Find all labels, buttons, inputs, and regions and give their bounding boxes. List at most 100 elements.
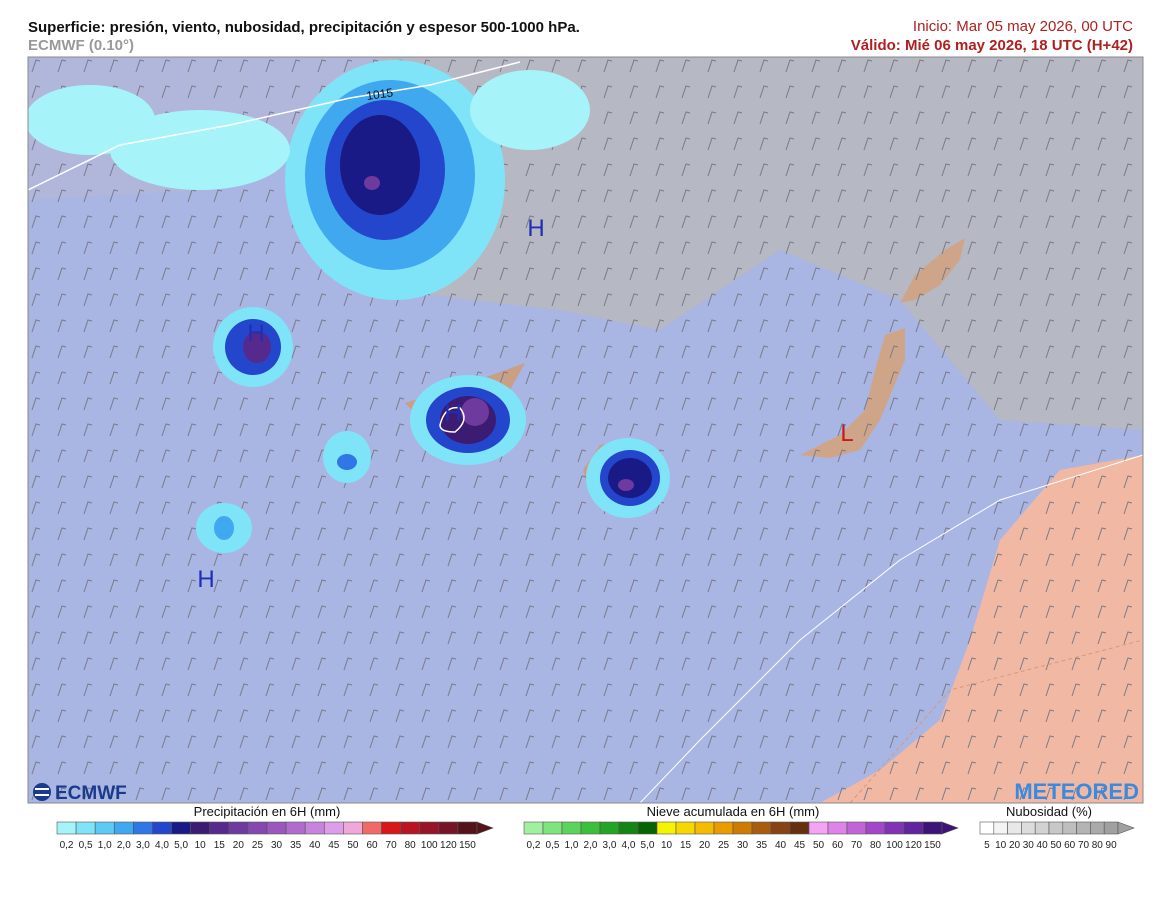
legend-label: 15 [680,840,692,851]
pressure-center: H [527,215,544,242]
map-title: Superficie: presión, viento, nubosidad, … [28,19,580,36]
legend-swatch [979,821,995,835]
legends: Precipitación en 6H (mm) 0,2 0,5 1,0 2,0 3,0 4… [56,804,1135,851]
legend-label: 0,2 [527,840,541,851]
legend-label: 40 [775,840,787,851]
legend-label: 5 [984,840,990,851]
legend-swatch [133,821,153,835]
legend-label: 80 [405,840,417,851]
legend-label: 20 [699,840,711,851]
legend-label: 3,0 [136,840,150,851]
legend-swatch [228,821,249,835]
legend-swatch [599,821,620,835]
legend-swatch [1103,821,1119,835]
logo-text: ECMWF [55,783,127,804]
precipitation [28,60,670,553]
pressure-center: L [840,420,853,447]
model-name: ECMWF (0.10°) [28,37,134,54]
isobar [639,454,1143,803]
legend-swatch [561,821,582,835]
legend-swatch [903,821,924,835]
legend-label: 150 [459,840,476,851]
legend-swatch [304,821,325,835]
legend-label: 25 [252,840,264,851]
legend-swatch [381,821,401,835]
legend-swatch [580,821,601,835]
legend-swatch [1034,821,1050,835]
legend-label: 5,0 [641,840,655,851]
legend-label: 60 [1064,840,1076,851]
legend-swatch [542,821,563,835]
legend-label: 4,0 [155,840,169,851]
meteored-logo: METEORED [1014,779,1139,804]
legend-swatch [523,821,544,835]
legend-swatch [1048,821,1064,835]
legend-label: 10 [661,840,673,851]
legend-swatch [171,821,191,835]
legend-label: 0,5 [546,840,560,851]
legend-label: 10 [995,840,1007,851]
legend-swatch [808,821,829,835]
legend-swatch [656,821,677,835]
legend-title: Nieve acumulada en 6H (mm) [647,804,820,819]
legend-swatch [419,821,440,835]
legend-swatch [266,821,287,835]
thickness-line [849,639,1143,803]
pressure-center: H [197,566,214,593]
init-time: Inicio: Mar 05 may 2026, 00 UTC [913,18,1133,35]
legend-label: 35 [756,840,768,851]
legend-label: 30 [737,840,749,851]
map-frame [27,56,1144,804]
legend-swatch [1062,821,1077,835]
legend-label: 120 [440,840,457,851]
legend-swatch [846,821,867,835]
legend-title: Nubosidad (%) [1006,804,1092,819]
legend-label: 45 [328,840,340,851]
valid-time: Válido: Mié 06 may 2026, 18 UTC (H+42) [851,37,1133,54]
legend-label: 100 [421,840,438,851]
legend-label: 0,5 [79,840,93,851]
legend-swatch [789,821,810,835]
legend-label: 40 [309,840,321,851]
legend-swatch [209,821,230,835]
legend-swatch [1007,821,1022,835]
legend-swatch [247,821,268,835]
legend-label: 50 [813,840,825,851]
legend-swatch [457,821,478,835]
legend-label: 3,0 [603,840,617,851]
legend-swatch [56,821,77,835]
legend-swatch [865,821,886,835]
legend-label: 80 [870,840,882,851]
legend-label: 1,0 [98,840,112,851]
legend-arrow [941,821,959,835]
legend-swatch [94,821,115,835]
legend-swatch [285,821,306,835]
legend-label: 100 [886,840,903,851]
legend-swatch [694,821,715,835]
legend-swatch [152,821,172,835]
legend-label: 2,0 [117,840,131,851]
legend-label: 0,2 [60,840,74,851]
legend-label: 35 [290,840,302,851]
legend-label: 90 [1106,840,1118,851]
legend-label: 1,0 [565,840,579,851]
legend-label: 15 [214,840,226,851]
legend-swatch [922,821,943,835]
legend-label: 5,0 [174,840,188,851]
legend-label: 50 [347,840,359,851]
legend-label: 60 [832,840,844,851]
legend-swatch [1076,821,1091,835]
legend-swatch [1090,821,1105,835]
legend-label: 45 [794,840,806,851]
legend-label: 4,0 [622,840,636,851]
legend-label: 120 [905,840,922,851]
map [28,57,1143,803]
legend-label: 70 [386,840,398,851]
legend-label: 70 [851,840,863,851]
legend-label: 40 [1037,840,1049,851]
legend-label: 80 [1092,840,1104,851]
isobar [439,406,465,433]
legend-label: 2,0 [584,840,598,851]
legend-swatch [637,821,658,835]
